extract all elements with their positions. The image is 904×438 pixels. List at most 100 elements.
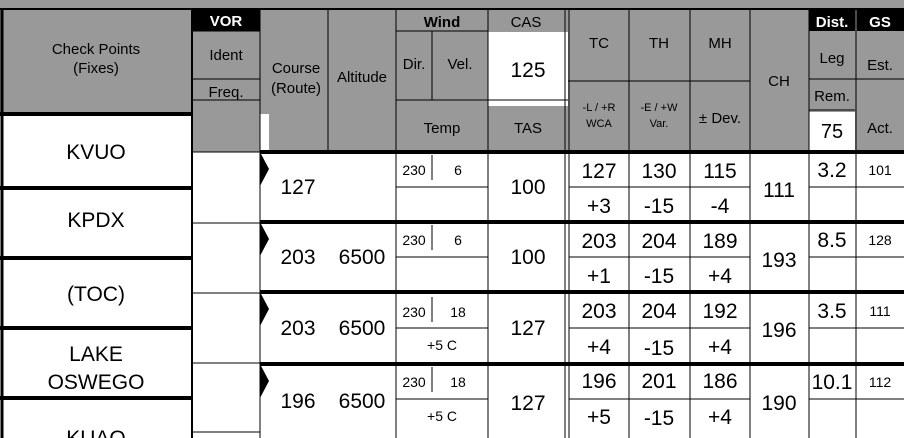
dev-value: +4	[708, 336, 732, 359]
course-value: 203	[280, 246, 315, 269]
altitude-label: Altitude	[337, 69, 387, 86]
course-chevrons	[260, 152, 269, 398]
wca-sign-label: -L / +R	[583, 102, 616, 114]
fix-name: KVUO	[66, 141, 126, 164]
vor-label: VOR	[210, 13, 243, 30]
gs-label: GS	[869, 14, 891, 31]
cas-label: CAS	[511, 14, 542, 31]
altitude-value: 6500	[339, 317, 386, 340]
mh-value: 115	[703, 160, 736, 183]
wind-vel-value: 6	[454, 232, 462, 248]
var-sign-label: -E / +W	[641, 102, 679, 114]
rem-value: 75	[821, 121, 843, 143]
freq-label: Freq.	[208, 84, 243, 101]
temp-value: +5 C	[427, 337, 457, 353]
var-value: -15	[644, 265, 674, 288]
ch-value: 193	[761, 249, 796, 272]
wind-vel-value: 18	[450, 374, 466, 390]
wind-vel-value: 6	[454, 162, 462, 178]
rem-label: Rem.	[814, 88, 850, 105]
th-value: 204	[641, 300, 676, 323]
wind-dir-value: 230	[402, 162, 426, 178]
leg-dist-value: 3.2	[817, 159, 846, 182]
wca-value: +3	[587, 195, 611, 218]
tas-value: 100	[510, 246, 545, 269]
leg-row: 127 230 6 100 127 130 115 +3 -15 -4 111 …	[280, 159, 891, 218]
grid-lines	[0, 8, 904, 438]
tas-value: 100	[510, 176, 545, 199]
wca-value: +1	[587, 265, 611, 288]
wind-dir-value: 230	[402, 374, 426, 390]
act-label: Act.	[867, 120, 893, 137]
dir-label: Dir.	[403, 56, 426, 73]
mh-value: 186	[702, 370, 737, 393]
vel-label: Vel.	[447, 56, 472, 73]
course-value: 203	[280, 317, 315, 340]
leg-row: 203 6500 230 6 100 203 204 189 +1 -15 +4…	[280, 229, 891, 288]
fix-name: KPDX	[67, 209, 124, 232]
var-value: -15	[644, 195, 674, 218]
wind-dir-value: 230	[402, 232, 426, 248]
leg-dist-value: 10.1	[812, 371, 853, 394]
fixes-label: (Fixes)	[73, 60, 119, 77]
tc-value: 196	[581, 370, 616, 393]
tc-value: 203	[581, 300, 616, 323]
dist-label: Dist.	[816, 14, 849, 31]
dev-value: -4	[711, 195, 730, 218]
course-value: 196	[280, 390, 315, 413]
wind-vel-value: 18	[450, 304, 466, 320]
dev-label: ± Dev.	[699, 110, 741, 127]
leg-row: 196 6500 230 18 +5 C 127 196 201 186 +5 …	[280, 370, 891, 430]
temp-value: +5 C	[427, 408, 457, 424]
ch-label: CH	[768, 73, 790, 90]
tas-value: 127	[510, 392, 545, 415]
course-value: 127	[280, 176, 315, 199]
tas-value: 127	[510, 317, 545, 340]
leg-label: Leg	[819, 50, 844, 67]
tc-value: 203	[581, 230, 616, 253]
gs-est-value: 128	[868, 232, 892, 248]
wca-value: +5	[587, 406, 611, 429]
leg-row: 203 6500 230 18 +5 C 127 203 204 192 +4 …	[280, 300, 890, 360]
wind-label: Wind	[424, 14, 461, 31]
leg-dist-value: 8.5	[817, 229, 846, 252]
check-points-label: Check Points	[52, 41, 140, 58]
gs-est-value: 112	[869, 374, 892, 390]
ch-value: 196	[761, 319, 796, 342]
cas-value: 125	[510, 59, 545, 82]
th-value: 201	[641, 370, 676, 393]
wca-value: +4	[587, 336, 611, 359]
leg-dist-value: 3.5	[817, 300, 846, 323]
dev-value: +4	[708, 265, 732, 288]
var-label: Var.	[650, 118, 669, 130]
temp-label: Temp	[424, 120, 461, 137]
est-label: Est.	[867, 57, 893, 74]
fix-name: KUAO	[66, 427, 126, 438]
mh-value: 192	[702, 300, 737, 323]
mh-value: 189	[702, 230, 737, 253]
gs-est-value: 111	[869, 303, 890, 319]
th-value: 130	[641, 160, 676, 183]
fix-name: LAKE	[69, 343, 123, 366]
ident-label: Ident	[209, 47, 243, 64]
fix-name: OSWEGO	[48, 371, 145, 394]
tc-value: 127	[581, 160, 616, 183]
tas-label: TAS	[514, 120, 542, 137]
wca-label: WCA	[586, 118, 612, 130]
gs-est-value: 101	[868, 162, 892, 178]
header-labels: Check Points (Fixes) VOR Ident Freq. Cou…	[52, 13, 893, 143]
altitude-value: 6500	[339, 246, 386, 269]
ch-value: 190	[761, 392, 796, 415]
mh-label: MH	[708, 35, 731, 52]
route-label: (Route)	[271, 80, 321, 97]
altitude-value: 6500	[339, 390, 386, 413]
var-value: -15	[644, 337, 674, 360]
tc-label: TC	[589, 35, 609, 52]
course-label: Course	[272, 60, 320, 77]
th-value: 204	[641, 230, 676, 253]
fix-name: (TOC)	[67, 283, 125, 306]
ch-value: 111	[763, 179, 795, 202]
wind-dir-value: 230	[402, 304, 426, 320]
